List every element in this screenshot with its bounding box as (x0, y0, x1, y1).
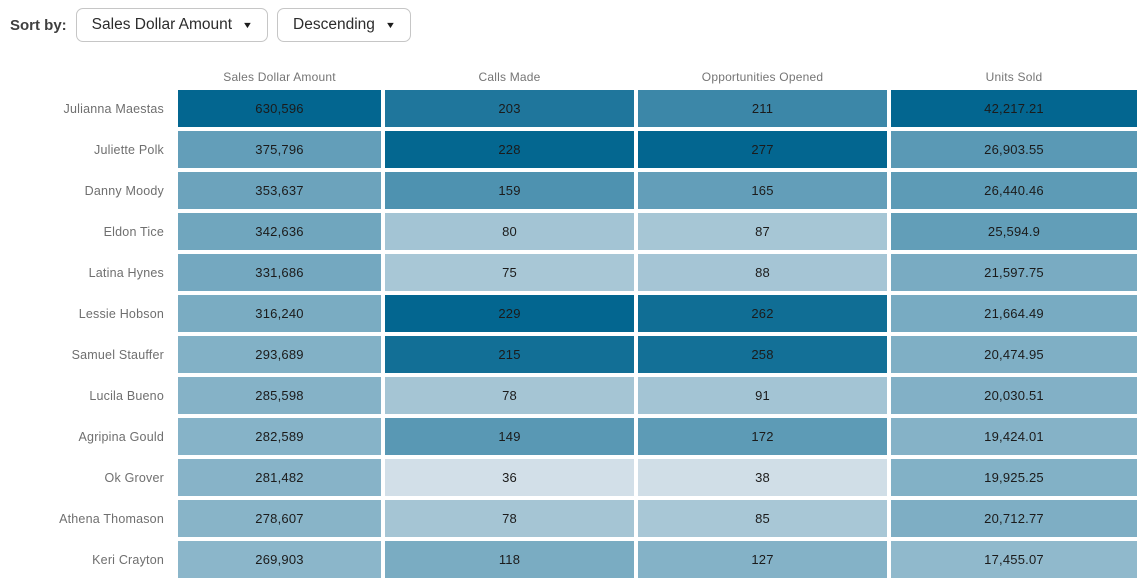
heatmap-cell: 269,903 (178, 541, 381, 578)
column-header: Calls Made (478, 70, 541, 84)
heatmap-cell: 87 (638, 213, 887, 250)
heatmap-cell: 20,474.95 (891, 336, 1137, 373)
row-label: Ok Grover (104, 470, 164, 485)
heatmap-cell: 25,594.9 (891, 213, 1137, 250)
table-corner-spacer (0, 70, 174, 86)
heatmap-cell: 20,030.51 (891, 377, 1137, 414)
row-label: Keri Crayton (92, 552, 164, 567)
heatmap-cell: 78 (385, 500, 634, 537)
heatmap-cell: 26,903.55 (891, 131, 1137, 168)
heatmap-cell: 19,424.01 (891, 418, 1137, 455)
column-header: Units Sold (985, 70, 1043, 84)
heatmap-cell: 159 (385, 172, 634, 209)
heatmap-cell: 80 (385, 213, 634, 250)
heatmap-cell: 285,598 (178, 377, 381, 414)
heatmap-cell: 36 (385, 459, 634, 496)
heatmap-cell: 38 (638, 459, 887, 496)
heatmap-cell: 353,637 (178, 172, 381, 209)
heatmap-cell: 165 (638, 172, 887, 209)
heatmap-table: Sales Dollar Amount Calls Made Opportuniti… (0, 70, 1147, 578)
heatmap-cell: 228 (385, 131, 634, 168)
sort-by-label: Sort by: (10, 16, 67, 34)
heatmap-cell: 258 (638, 336, 887, 373)
heatmap-cell: 281,482 (178, 459, 381, 496)
column-header: Sales Dollar Amount (223, 70, 336, 84)
heatmap-cell: 20,712.77 (891, 500, 1137, 537)
heatmap-cell: 342,636 (178, 213, 381, 250)
heatmap-cell: 215 (385, 336, 634, 373)
chevron-down-icon: ▼ (384, 20, 396, 30)
heatmap-cell: 211 (638, 90, 887, 127)
chevron-down-icon: ▼ (241, 20, 254, 30)
sort-order-value: Descending (293, 16, 375, 33)
heatmap-cell: 118 (385, 541, 634, 578)
heatmap-cell: 149 (385, 418, 634, 455)
column-header: Opportunities Opened (701, 70, 824, 84)
row-label: Athena Thomason (59, 511, 164, 526)
heatmap-cell: 630,596 (178, 90, 381, 127)
heatmap-cell: 172 (638, 418, 887, 455)
row-label: Julianna Maestas (63, 101, 164, 116)
row-label: Samuel Stauffer (71, 347, 164, 362)
heatmap-cell: 19,925.25 (891, 459, 1137, 496)
heatmap-cell: 293,689 (178, 336, 381, 373)
row-label: Juliette Polk (94, 142, 164, 157)
row-label: Agripina Gould (78, 429, 164, 444)
sort-order-dropdown[interactable]: Descending ▼ (277, 8, 411, 42)
heatmap-cell: 278,607 (178, 500, 381, 537)
row-label: Lucila Bueno (89, 388, 164, 403)
heatmap-cell: 78 (385, 377, 634, 414)
heatmap-cell: 21,664.49 (891, 295, 1137, 332)
row-label: Latina Hynes (88, 265, 164, 280)
sort-field-value: Sales Dollar Amount (91, 16, 233, 33)
heatmap-cell: 229 (385, 295, 634, 332)
heatmap-cell: 88 (638, 254, 887, 291)
heatmap-cell: 127 (638, 541, 887, 578)
sort-field-dropdown[interactable]: Sales Dollar Amount ▼ (75, 8, 269, 42)
row-label: Eldon Tice (103, 224, 164, 239)
heatmap-cell: 17,455.07 (891, 541, 1137, 578)
heatmap-cell: 26,440.46 (891, 172, 1137, 209)
heatmap-cell: 75 (385, 254, 634, 291)
heatmap-cell: 262 (638, 295, 887, 332)
heatmap-cell: 316,240 (178, 295, 381, 332)
heatmap-cell: 203 (385, 90, 634, 127)
heatmap-cell: 331,686 (178, 254, 381, 291)
heatmap-cell: 91 (638, 377, 887, 414)
heatmap-cell: 375,796 (178, 131, 381, 168)
row-label: Danny Moody (84, 183, 164, 198)
heatmap-cell: 282,589 (178, 418, 381, 455)
heatmap-cell: 277 (638, 131, 887, 168)
heatmap-cell: 85 (638, 500, 887, 537)
sort-bar: Sort by: Sales Dollar Amount ▼ Descendin… (0, 0, 1147, 42)
heatmap-cell: 21,597.75 (891, 254, 1137, 291)
row-label: Lessie Hobson (78, 306, 164, 321)
heatmap-cell: 42,217.21 (891, 90, 1137, 127)
